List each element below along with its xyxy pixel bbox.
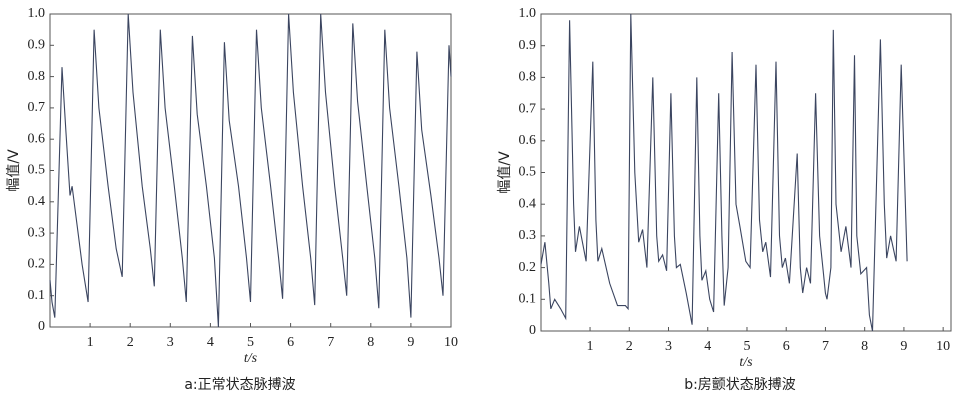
- x-tick-label: 8: [861, 339, 868, 354]
- x-tick-label: 8: [367, 335, 374, 350]
- y-tick-label: 1.0: [519, 6, 537, 21]
- line-series: [49, 13, 452, 328]
- x-tick-label: 9: [900, 339, 907, 354]
- y-tick-label: 0.7: [519, 101, 537, 116]
- y-axis-label: 幅值/V: [6, 149, 22, 192]
- y-tick-label: 0.8: [519, 70, 537, 85]
- caption: b:房颤状态脉搏波: [684, 376, 796, 393]
- y-tick-label: 0: [38, 319, 45, 334]
- y-tick-label: 0.5: [28, 163, 46, 178]
- y-tick-label: 0: [529, 323, 536, 338]
- x-tick-label: 5: [743, 339, 750, 354]
- x-tick-label: 1: [587, 339, 594, 354]
- y-tick-label: 0.1: [28, 288, 46, 303]
- y-tick-label: 0.1: [519, 292, 537, 307]
- y-tick-label: 0.4: [28, 194, 46, 209]
- caption: a:正常状态脉搏波: [184, 376, 295, 393]
- x-tick-label: 1: [87, 335, 94, 350]
- y-tick-label: 0.2: [28, 257, 46, 272]
- x-tick-label: 3: [665, 339, 672, 354]
- x-tick-label: 6: [783, 339, 790, 354]
- x-axis-label: t/s: [244, 351, 258, 366]
- x-tick-label: 6: [287, 335, 294, 350]
- x-tick-label: 7: [822, 339, 829, 354]
- x-tick-label: 9: [407, 335, 414, 350]
- plot-frame: [540, 13, 952, 332]
- y-tick-label: 0.3: [28, 225, 46, 240]
- x-tick-label: 7: [327, 335, 334, 350]
- x-tick-label: 5: [247, 335, 254, 350]
- y-tick-label: 0.5: [519, 165, 537, 180]
- x-tick-label: 4: [207, 335, 214, 350]
- y-tick-label: 1.0: [28, 6, 46, 21]
- y-tick-label: 0.3: [519, 228, 537, 243]
- line-series: [540, 13, 908, 332]
- y-axis-label: 幅值/V: [497, 151, 513, 194]
- y-tick-label: 0.7: [28, 100, 46, 115]
- y-tick-label: 0.9: [519, 38, 537, 53]
- y-tick-label: 0.4: [519, 196, 537, 211]
- x-tick-label: 3: [167, 335, 174, 350]
- x-tick-label: 2: [127, 335, 134, 350]
- y-tick-label: 0.6: [519, 133, 537, 148]
- x-axis-label: t/s: [739, 355, 753, 370]
- y-tick-label: 0.9: [28, 38, 46, 53]
- y-tick-label: 0.2: [519, 260, 537, 275]
- y-tick-label: 0.8: [28, 69, 46, 84]
- x-tick-label: 10: [444, 335, 458, 350]
- x-tick-label: 10: [936, 339, 950, 354]
- x-tick-label: 2: [626, 339, 633, 354]
- y-tick-label: 0.6: [28, 131, 46, 146]
- x-tick-label: 4: [704, 339, 711, 354]
